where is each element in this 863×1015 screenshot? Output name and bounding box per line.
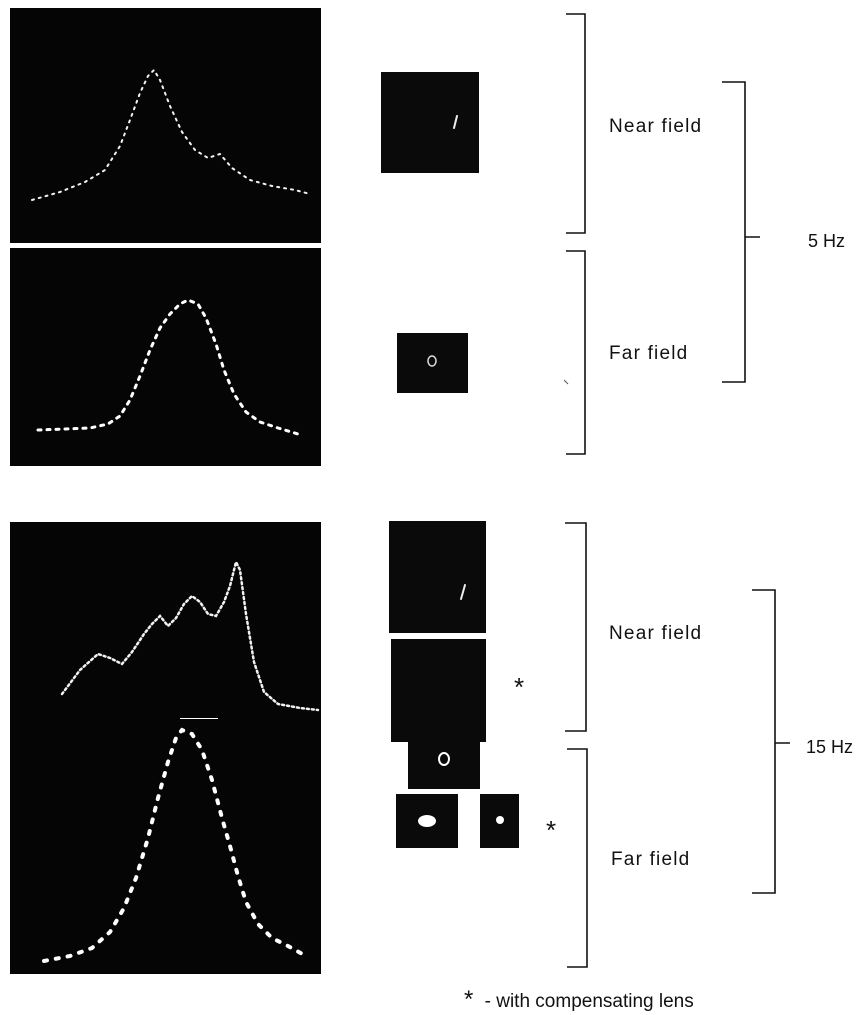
far-field-bracket-15hz	[567, 748, 588, 968]
far-field-spot-5hz	[427, 355, 437, 367]
far-field-label-5hz: Far field	[609, 343, 689, 364]
far-field-spot-image-5hz	[397, 333, 468, 393]
legend-symbol: *	[464, 986, 474, 1013]
far-field-label-15hz: Far field	[611, 849, 691, 870]
near-field-bracket-5hz	[566, 13, 586, 234]
scan-speck	[563, 379, 569, 385]
far-field-profile-15hz	[10, 718, 321, 974]
far-field-spot-15hz-compensated-b	[496, 816, 504, 824]
frequency-label-15hz: 15 Hz	[806, 737, 854, 757]
far-field-marker-15hz: *	[546, 815, 557, 845]
far-field-profile-5hz	[10, 248, 321, 466]
frequency-bracket-5hz	[722, 81, 760, 383]
far-field-spot-15hz-compensated-a	[418, 815, 436, 827]
near-field-label-5hz: Near field	[609, 116, 703, 137]
near-field-spot-image-15hz	[389, 521, 486, 633]
near-field-spot-image-15hz-compensated	[391, 639, 486, 742]
near-field-profile-15hz	[10, 522, 321, 718]
frequency-label-5hz: 5 Hz	[808, 231, 846, 251]
far-field-spot-image-15hz-compensated-b	[480, 794, 519, 848]
near-field-profile-5hz	[10, 8, 321, 243]
far-field-profile-trace-5hz	[36, 298, 300, 436]
far-field-profile-trace-15hz	[42, 718, 308, 963]
near-field-bracket-15hz	[565, 522, 587, 732]
far-field-spot-image-15hz-compensated-a	[396, 794, 458, 848]
near-field-spot-image-5hz	[381, 72, 479, 173]
frequency-bracket-15hz	[752, 589, 790, 894]
near-field-label-15hz: Near field	[609, 623, 703, 644]
near-field-spot-5hz	[453, 115, 458, 129]
legend-text: - with compensating lens	[484, 991, 694, 1012]
near-field-spot-15hz	[460, 584, 466, 600]
near-field-profile-trace-5hz	[31, 68, 311, 201]
near-field-profile-trace-15hz	[60, 558, 320, 712]
far-field-spot-image-15hz	[408, 731, 480, 789]
near-field-marker-15hz: *	[514, 672, 525, 702]
far-field-bracket-5hz	[566, 250, 586, 455]
far-field-spot-15hz	[438, 752, 450, 766]
legend-note: * - with compensating lens	[464, 986, 694, 1014]
